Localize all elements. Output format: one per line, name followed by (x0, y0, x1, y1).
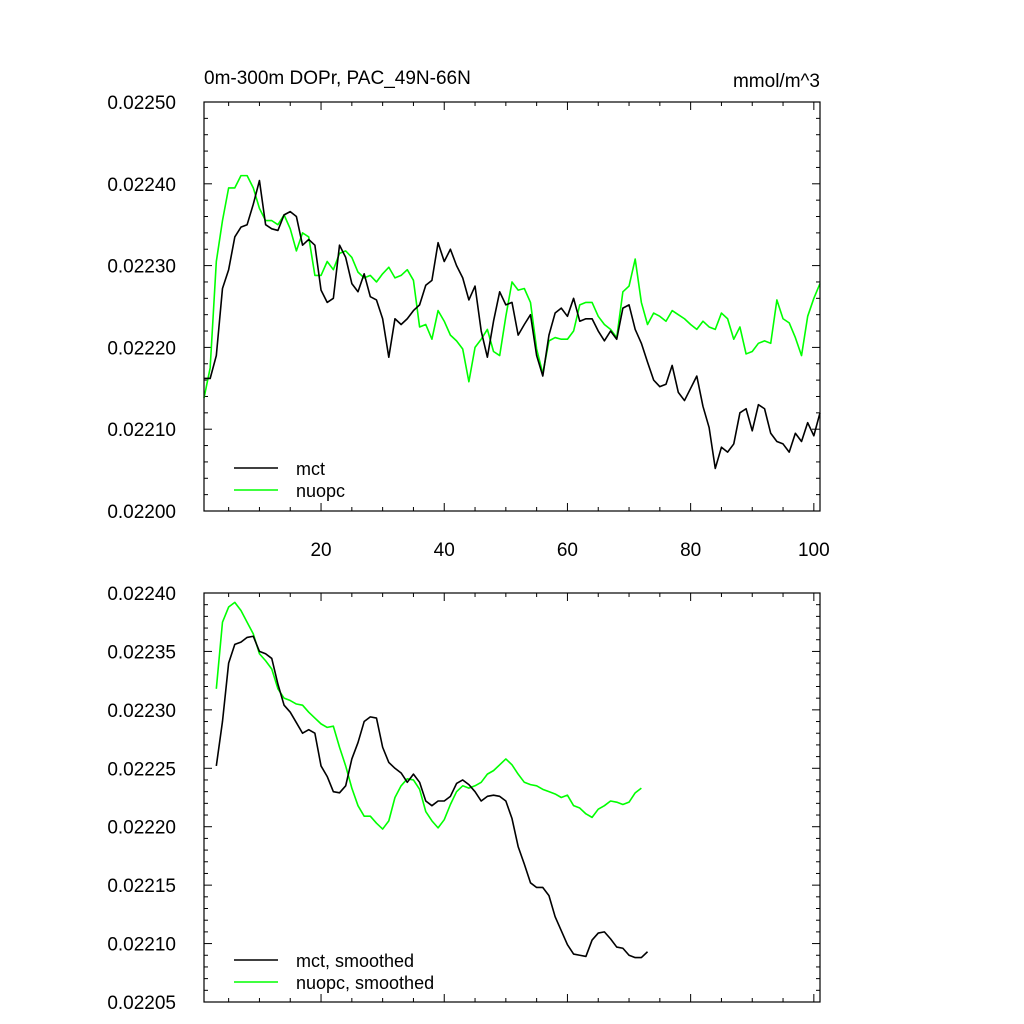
legend-label-mct: mct (296, 459, 325, 479)
series-line-mct-smoothed (215, 635, 649, 959)
x-tick-label: 40 (434, 540, 455, 561)
y-tick-label: 0.02225 (107, 759, 176, 780)
bottom-panel-ticks: 0.02205 0.02210 0.02215 0.02220 0.02225 0.022… (107, 584, 820, 1014)
y-tick-label: 0.02230 (107, 701, 176, 722)
y-tick-label: 0.02235 (107, 642, 176, 663)
series-line-mct (204, 179, 821, 470)
y-tick-label: 0.02240 (107, 584, 176, 605)
top-panel-ticks: 0.02200 0.02210 0.02220 0.02230 0.02240 0.022… (107, 93, 829, 561)
y-tick-label: 0.02220 (107, 338, 176, 359)
y-tick-label: 0.02240 (107, 175, 176, 196)
x-tick-label: 20 (310, 540, 331, 561)
x-tick-label: 100 (798, 540, 830, 561)
top-panel: 0m-300m DOPr, PAC_49N-66N mmol/m^3 0.022… (107, 68, 829, 561)
x-tick-label: 80 (680, 540, 701, 561)
legend-label-nuopc: nuopc (296, 481, 345, 501)
top-panel-series (203, 174, 821, 470)
series-line-nuopc-smoothed (215, 601, 642, 830)
series-line-nuopc (203, 174, 821, 399)
legend-label-mct-smoothed: mct, smoothed (296, 951, 414, 971)
bottom-panel-frame (203, 592, 821, 1003)
x-tick-label: 60 (557, 540, 578, 561)
bottom-panel-legend: mct, smoothed nuopc, smoothed (234, 951, 434, 993)
y-tick-label: 0.02205 (107, 993, 176, 1014)
y-tick-label: 0.02200 (107, 502, 176, 523)
y-tick-label: 0.02210 (107, 420, 176, 441)
top-panel-frame (203, 101, 821, 512)
legend-label-nuopc-smoothed: nuopc, smoothed (296, 973, 434, 993)
top-panel-units: mmol/m^3 (733, 71, 820, 92)
top-panel-legend: mct nuopc (234, 459, 345, 501)
y-tick-label: 0.02215 (107, 876, 176, 897)
y-tick-label: 0.02230 (107, 257, 176, 278)
bottom-panel: 0.02205 0.02210 0.02215 0.02220 0.02225 0.022… (107, 584, 821, 1014)
y-tick-label: 0.02220 (107, 818, 176, 839)
y-tick-label: 0.02250 (107, 93, 176, 114)
bottom-panel-series (215, 601, 649, 959)
top-panel-title: 0m-300m DOPr, PAC_49N-66N (204, 68, 471, 89)
y-tick-label: 0.02210 (107, 935, 176, 956)
